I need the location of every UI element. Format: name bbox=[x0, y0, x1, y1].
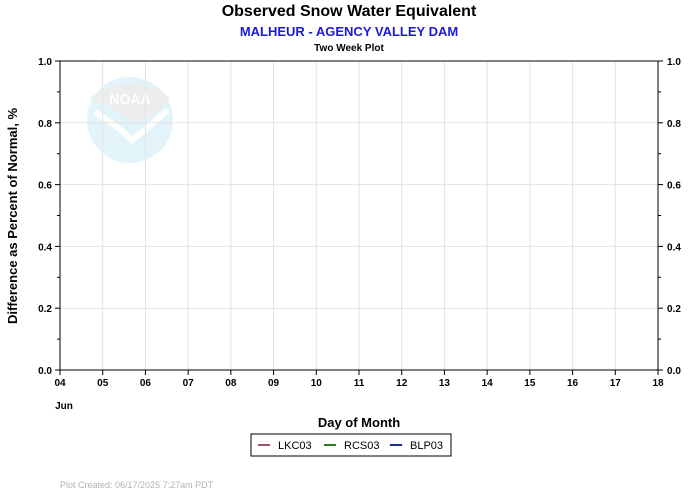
x-tick-label: 17 bbox=[610, 378, 622, 389]
x-tick-label: 15 bbox=[524, 378, 536, 389]
x-tick-label: 09 bbox=[268, 378, 280, 389]
y-tick-label-left: 0.4 bbox=[38, 242, 52, 253]
legend: LKC03 RCS03 BLP03 bbox=[250, 433, 452, 457]
legend-label-lkc03: LKC03 bbox=[278, 440, 312, 452]
x-tick-label: 08 bbox=[225, 378, 237, 389]
x-tick-label: 12 bbox=[396, 378, 408, 389]
x-tick-label: 13 bbox=[439, 378, 451, 389]
grid-lines bbox=[60, 61, 658, 370]
legend-label-rcs03: RCS03 bbox=[344, 440, 379, 452]
y-tick-labels-right: 0.0 0.2 0.4 0.6 0.8 1.0 bbox=[667, 57, 681, 377]
y-axis-label: Difference as Percent of Normal, % bbox=[5, 108, 20, 324]
y-tick-label-right: 0.8 bbox=[667, 119, 681, 130]
plot-created-footer: Plot Created: 06/17/2025 7:27am PDT bbox=[60, 480, 214, 490]
axis-ticks bbox=[55, 60, 663, 375]
x-tick-label: 10 bbox=[311, 378, 323, 389]
chart-subtitle-2: Two Week Plot bbox=[314, 43, 384, 54]
x-month-label: Jun bbox=[55, 401, 73, 412]
y-tick-label-left: 1.0 bbox=[38, 57, 52, 68]
x-tick-label: 16 bbox=[567, 378, 579, 389]
y-tick-label-right: 0.0 bbox=[667, 366, 681, 377]
svg-text:NOAA: NOAA bbox=[109, 91, 150, 107]
x-tick-label: 14 bbox=[482, 378, 494, 389]
y-tick-labels-left: 0.0 0.2 0.4 0.6 0.8 1.0 bbox=[38, 57, 52, 377]
legend-box bbox=[250, 433, 452, 457]
y-tick-label-right: 0.6 bbox=[667, 181, 681, 192]
x-tick-labels: 04 05 06 07 08 09 10 11 12 13 14 15 16 17 18 bbox=[54, 378, 664, 389]
x-tick-label: 04 bbox=[54, 378, 66, 389]
y-tick-label-left: 0.8 bbox=[38, 119, 52, 130]
noaa-logo-watermark: NOAA bbox=[87, 77, 173, 163]
y-tick-label-left: 0.6 bbox=[38, 181, 52, 192]
x-tick-label: 18 bbox=[652, 378, 664, 389]
y-tick-label-left: 0.2 bbox=[38, 304, 52, 315]
x-tick-label: 06 bbox=[140, 378, 152, 389]
x-tick-label: 07 bbox=[183, 378, 195, 389]
x-axis-label: Day of Month bbox=[318, 415, 400, 430]
chart-title: Observed Snow Water Equivalent bbox=[222, 3, 477, 20]
y-tick-label-right: 0.2 bbox=[667, 304, 681, 315]
x-tick-label: 11 bbox=[354, 378, 365, 389]
y-tick-label-left: 0.0 bbox=[38, 366, 52, 377]
plot-area: 0.0 0.2 0.4 0.6 0.8 1.0 0.0 0.2 0.4 0.6 0.8 1.0 04… bbox=[38, 57, 681, 389]
y-tick-label-right: 0.4 bbox=[667, 242, 681, 253]
chart-subtitle: MALHEUR - AGENCY VALLEY DAM bbox=[240, 24, 458, 39]
x-tick-label: 05 bbox=[97, 378, 109, 389]
legend-label-blp03: BLP03 bbox=[410, 440, 443, 452]
y-tick-label-right: 1.0 bbox=[667, 57, 681, 68]
